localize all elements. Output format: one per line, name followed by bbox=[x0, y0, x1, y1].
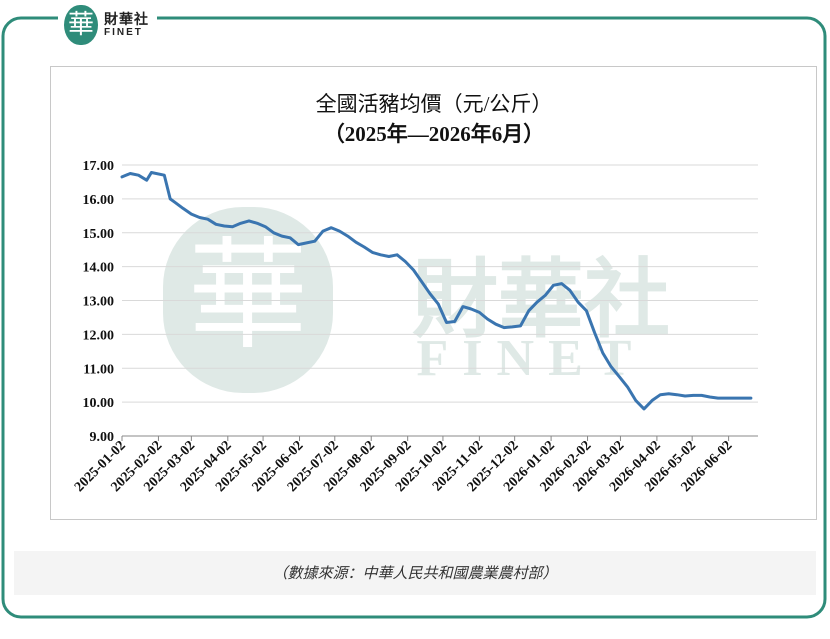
y-tick-label: 16.00 bbox=[83, 193, 115, 208]
y-tick-label: 9.00 bbox=[90, 430, 115, 445]
y-tick-label: 14.00 bbox=[83, 261, 115, 276]
y-tick-label: 10.00 bbox=[83, 396, 115, 411]
series-group bbox=[120, 171, 753, 411]
brand-wordmark: 財華社 FINET bbox=[104, 11, 149, 39]
chart-panel: 華 財華社 FINET 全國活豬均價（元/公斤） （2025年—2026年6月）… bbox=[50, 66, 817, 520]
y-tick-label: 13.00 bbox=[83, 295, 115, 310]
x-axis: 2025-01-022025-02-022025-03-022025-04-02… bbox=[72, 435, 758, 495]
brand-name-cn: 財華社 bbox=[104, 11, 149, 27]
watermark-name-en: FINET bbox=[417, 330, 646, 387]
source-strip: （數據來源：中華人民共和國農業農村部） bbox=[14, 551, 816, 595]
brand-logo: 華 財華社 FINET bbox=[58, 4, 157, 46]
watermark-seal-char: 華 bbox=[188, 230, 308, 363]
y-tick-label: 15.00 bbox=[83, 227, 115, 242]
brand-seal-icon: 華 bbox=[64, 5, 98, 45]
chart-subtitle: （2025年—2026年6月） bbox=[324, 122, 545, 146]
y-tick-label: 11.00 bbox=[83, 362, 114, 377]
y-axis: 9.00 10.00 11.00 12.00 13.00 14.00 15.00 16.00 1… bbox=[83, 159, 115, 445]
y-tick-label: 12.00 bbox=[83, 328, 115, 343]
y-tick-label: 17.00 bbox=[83, 159, 115, 174]
source-note: （數據來源：中華人民共和國農業農村部） bbox=[272, 564, 558, 582]
chart-title: 全國活豬均價（元/公斤） bbox=[316, 92, 553, 116]
brand-name-en: FINET bbox=[104, 27, 143, 38]
card-border bbox=[1, 16, 827, 619]
line-chart: 華 財華社 FINET 全國活豬均價（元/公斤） （2025年—2026年6月）… bbox=[72, 92, 758, 495]
series-line bbox=[120, 171, 753, 411]
